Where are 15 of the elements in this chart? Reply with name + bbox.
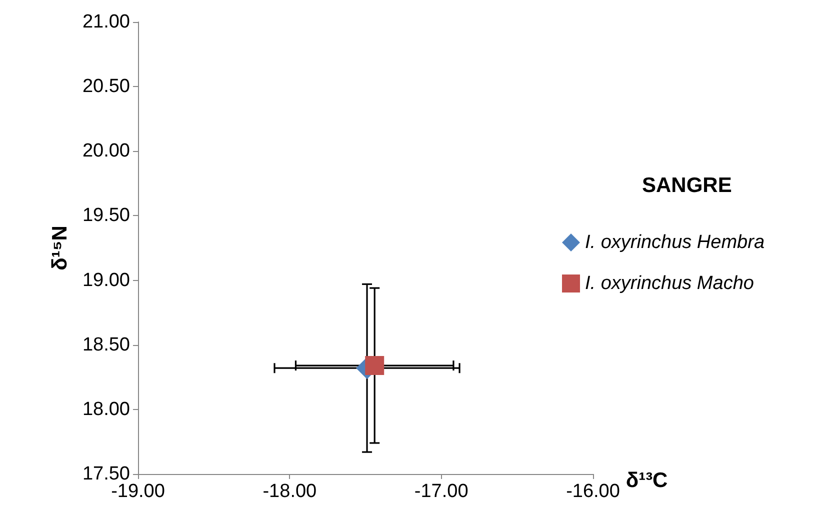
x-tick-label: -17.00	[414, 481, 468, 502]
y-tick-label: 19.00	[82, 270, 130, 291]
y-tick-label: 18.00	[82, 398, 130, 420]
y-tick-label: 19.50	[82, 205, 130, 226]
x-tick-label: -16.00	[566, 481, 620, 502]
legend-label: I. oxyrinchus Hembra	[585, 232, 765, 253]
y-axis-title: δ¹⁵N	[48, 226, 72, 270]
x-axis-title: δ¹³C	[626, 469, 668, 492]
y-tick-label: 18.50	[82, 334, 130, 356]
y-tick-label: 21.00	[82, 12, 130, 32]
x-tick-label: -18.00	[262, 481, 317, 502]
legend-title: SANGRE	[642, 174, 732, 197]
y-tick-label: 20.00	[82, 140, 130, 162]
y-tick-label: 20.50	[82, 76, 130, 98]
legend-label: I. oxyrinchus Macho	[585, 273, 754, 294]
